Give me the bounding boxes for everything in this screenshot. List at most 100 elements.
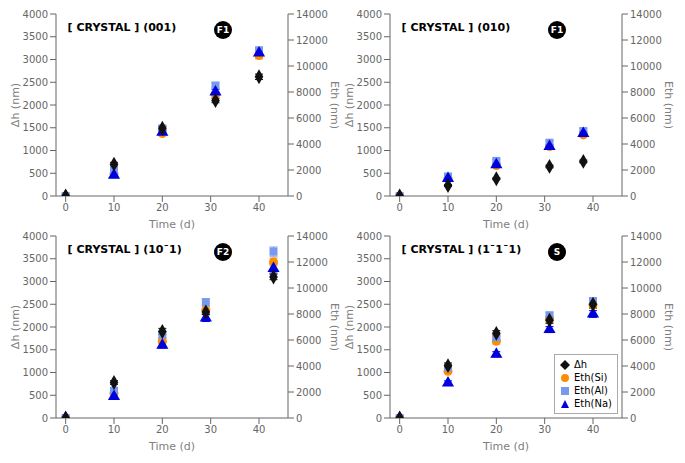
svg-text:Eth (nm): Eth (nm) (328, 81, 341, 129)
svg-text:6000: 6000 (296, 335, 321, 346)
svg-text:3500: 3500 (357, 253, 382, 264)
svg-text:1000: 1000 (357, 367, 382, 378)
svg-text:1500: 1500 (23, 344, 48, 355)
svg-text:Time (d): Time (d) (148, 218, 195, 230)
svg-text:10: 10 (108, 424, 121, 435)
svg-text:0: 0 (296, 191, 302, 202)
svg-text:20: 20 (156, 424, 169, 435)
svg-text:4000: 4000 (23, 231, 48, 242)
svg-text:10: 10 (108, 202, 121, 213)
svg-text:2000: 2000 (630, 165, 655, 176)
svg-text:2000: 2000 (23, 100, 48, 111)
svg-text:6000: 6000 (630, 335, 655, 346)
svg-text:10: 10 (442, 202, 455, 213)
svg-text:Δh (nm): Δh (nm) (9, 305, 22, 349)
svg-text:3000: 3000 (23, 54, 48, 65)
svg-text:30: 30 (204, 202, 217, 213)
svg-text:500: 500 (363, 390, 382, 401)
svg-text:3500: 3500 (23, 31, 48, 42)
svg-text:1500: 1500 (23, 122, 48, 133)
svg-text:0: 0 (630, 413, 636, 424)
svg-text:10000: 10000 (630, 283, 662, 294)
svg-text:4000: 4000 (630, 139, 655, 150)
svg-text:20: 20 (156, 202, 169, 213)
svg-text:500: 500 (29, 168, 48, 179)
svg-text:3500: 3500 (23, 253, 48, 264)
svg-text:2000: 2000 (296, 165, 321, 176)
svg-text:Δh (nm): Δh (nm) (9, 83, 22, 127)
svg-text:1000: 1000 (23, 367, 48, 378)
svg-text:1000: 1000 (23, 145, 48, 156)
svg-text:0: 0 (376, 413, 382, 424)
svg-text:4000: 4000 (23, 9, 48, 20)
svg-text:Δh (nm): Δh (nm) (343, 83, 356, 127)
svg-text:Eth (nm): Eth (nm) (662, 303, 675, 351)
svg-text:14000: 14000 (630, 231, 662, 242)
svg-text:Time (d): Time (d) (148, 440, 195, 452)
svg-text:12000: 12000 (630, 257, 662, 268)
svg-text:14000: 14000 (296, 231, 328, 242)
svg-text:2000: 2000 (630, 387, 655, 398)
svg-text:2500: 2500 (23, 299, 48, 310)
svg-text:14000: 14000 (630, 9, 662, 20)
svg-text:3500: 3500 (357, 31, 382, 42)
svg-text:10000: 10000 (296, 61, 328, 72)
svg-text:2000: 2000 (296, 387, 321, 398)
svg-text:2000: 2000 (357, 100, 382, 111)
svg-text:30: 30 (204, 424, 217, 435)
svg-text:2000: 2000 (357, 322, 382, 333)
svg-text:0: 0 (296, 413, 302, 424)
svg-text:3000: 3000 (357, 54, 382, 65)
svg-text:0: 0 (42, 191, 48, 202)
svg-text:8000: 8000 (296, 87, 321, 98)
svg-text:14000: 14000 (296, 9, 328, 20)
svg-text:20: 20 (490, 424, 503, 435)
svg-text:1500: 1500 (357, 122, 382, 133)
svg-text:6000: 6000 (296, 113, 321, 124)
svg-text:0: 0 (396, 424, 402, 435)
svg-text:2500: 2500 (357, 77, 382, 88)
svg-text:8000: 8000 (630, 309, 655, 320)
svg-text:4000: 4000 (296, 361, 321, 372)
svg-text:40: 40 (253, 202, 266, 213)
svg-text:Δh (nm): Δh (nm) (343, 305, 356, 349)
svg-text:3000: 3000 (357, 276, 382, 287)
svg-text:8000: 8000 (296, 309, 321, 320)
svg-text:6000: 6000 (630, 113, 655, 124)
svg-text:20: 20 (490, 202, 503, 213)
svg-text:2500: 2500 (23, 77, 48, 88)
svg-text:1000: 1000 (357, 145, 382, 156)
svg-text:8000: 8000 (630, 87, 655, 98)
svg-text:Time (d): Time (d) (482, 440, 529, 452)
svg-text:0: 0 (630, 191, 636, 202)
svg-text:500: 500 (363, 168, 382, 179)
svg-text:2500: 2500 (357, 299, 382, 310)
svg-text:40: 40 (587, 202, 600, 213)
svg-text:Eth (nm): Eth (nm) (662, 81, 675, 129)
svg-text:4000: 4000 (357, 231, 382, 242)
svg-text:10000: 10000 (630, 61, 662, 72)
svg-text:40: 40 (587, 424, 600, 435)
svg-text:2000: 2000 (23, 322, 48, 333)
svg-text:4000: 4000 (630, 361, 655, 372)
svg-text:0: 0 (396, 202, 402, 213)
svg-text:40: 40 (253, 424, 266, 435)
svg-text:0: 0 (62, 202, 68, 213)
svg-text:10000: 10000 (296, 283, 328, 294)
svg-text:12000: 12000 (296, 35, 328, 46)
svg-text:12000: 12000 (630, 35, 662, 46)
svg-text:Time (d): Time (d) (482, 218, 529, 230)
svg-text:4000: 4000 (296, 139, 321, 150)
svg-text:12000: 12000 (296, 257, 328, 268)
svg-text:4000: 4000 (357, 9, 382, 20)
svg-text:0: 0 (42, 413, 48, 424)
svg-text:30: 30 (538, 202, 551, 213)
svg-text:Eth (nm): Eth (nm) (328, 303, 341, 351)
svg-text:0: 0 (376, 191, 382, 202)
svg-text:30: 30 (538, 424, 551, 435)
svg-text:500: 500 (29, 390, 48, 401)
svg-text:10: 10 (442, 424, 455, 435)
svg-text:3000: 3000 (23, 276, 48, 287)
svg-text:0: 0 (62, 424, 68, 435)
svg-text:1500: 1500 (357, 344, 382, 355)
